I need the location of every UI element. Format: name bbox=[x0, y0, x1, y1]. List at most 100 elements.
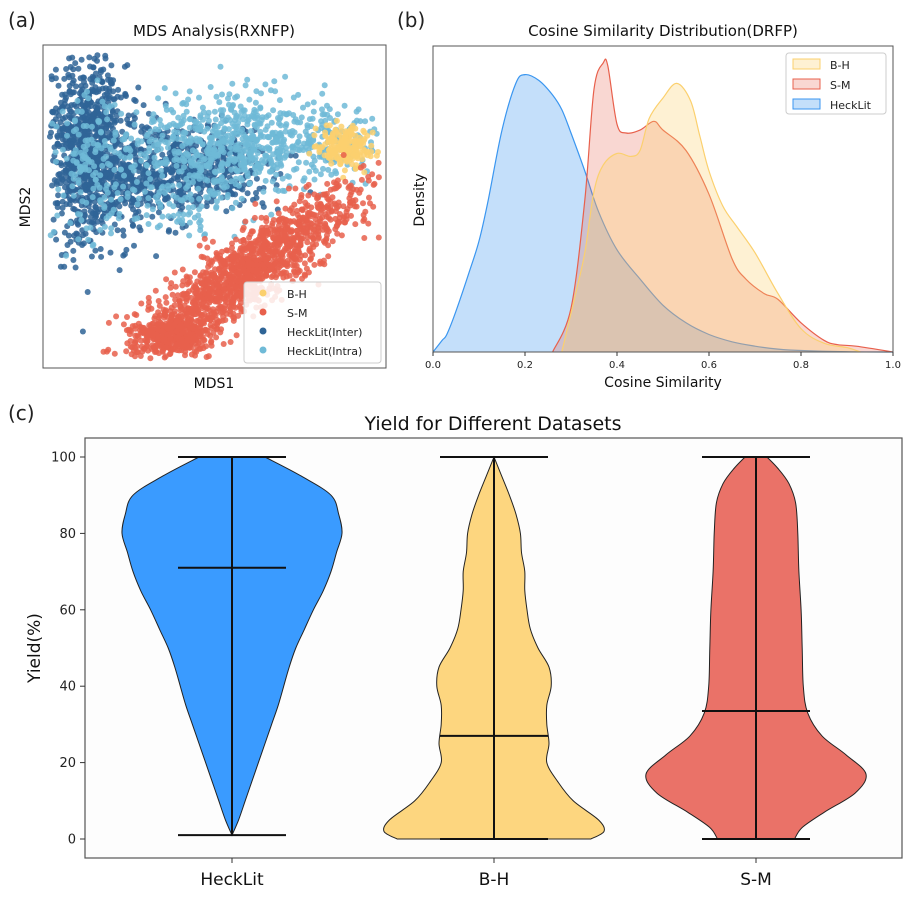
ytick-label: 20 bbox=[59, 756, 76, 771]
scatter-point bbox=[99, 162, 106, 169]
scatter-point bbox=[69, 183, 76, 190]
scatter-point bbox=[233, 292, 240, 299]
scatter-point bbox=[78, 108, 85, 115]
scatter-point bbox=[191, 214, 198, 221]
scatter-point bbox=[237, 247, 243, 254]
scatter-point bbox=[368, 142, 375, 149]
scatter-point bbox=[268, 265, 275, 272]
density-line-sm bbox=[552, 58, 894, 353]
scatter-point bbox=[229, 240, 235, 247]
scatter-point bbox=[244, 190, 251, 197]
scatter-point bbox=[301, 260, 308, 267]
scatter-point bbox=[311, 261, 318, 268]
scatter-point bbox=[245, 114, 252, 121]
scatter-point bbox=[267, 156, 274, 163]
scatter-point bbox=[229, 244, 235, 251]
scatter-point bbox=[84, 88, 90, 95]
scatter-point bbox=[260, 188, 267, 195]
scatter-point bbox=[163, 276, 170, 283]
scatter-point bbox=[105, 346, 112, 353]
scatter-point bbox=[61, 75, 68, 82]
scatter-point bbox=[168, 168, 175, 175]
scatter-point bbox=[133, 209, 140, 216]
legend-marker-intra bbox=[259, 346, 267, 354]
scatter-point bbox=[159, 183, 166, 190]
legend-label-sm: S-M bbox=[287, 307, 307, 320]
scatter-point bbox=[58, 210, 65, 217]
scatter-point bbox=[338, 232, 345, 239]
scatter-point bbox=[258, 214, 265, 221]
scatter-point bbox=[81, 208, 88, 215]
scatter-point bbox=[233, 114, 240, 121]
scatter-point bbox=[154, 326, 161, 333]
scatter-point bbox=[232, 175, 239, 182]
scatter-point bbox=[64, 242, 71, 248]
scatter-point bbox=[156, 302, 163, 309]
scatter-point bbox=[311, 143, 318, 150]
scatter-point bbox=[53, 123, 60, 130]
scatter-point bbox=[58, 175, 65, 182]
scatter-point bbox=[116, 267, 123, 274]
scatter-point bbox=[188, 159, 195, 166]
scatter-point bbox=[362, 208, 369, 215]
scatter-point bbox=[96, 184, 103, 191]
scatter-point bbox=[369, 115, 376, 122]
xtick-label: 1.0 bbox=[885, 360, 901, 371]
scatter-point bbox=[148, 305, 155, 312]
scatter-point bbox=[118, 110, 125, 117]
scatter-point bbox=[238, 195, 245, 202]
scatter-point bbox=[126, 154, 133, 161]
scatter-point bbox=[195, 330, 202, 336]
scatter-point bbox=[144, 131, 151, 138]
xtick-label-bh: B-H bbox=[479, 870, 510, 890]
scatter-point bbox=[252, 99, 259, 106]
scatter-point bbox=[203, 301, 210, 308]
scatter-point bbox=[63, 201, 70, 208]
scatter-point bbox=[91, 55, 98, 62]
scatter-point bbox=[240, 253, 247, 259]
scatter-point bbox=[185, 211, 192, 218]
scatter-point bbox=[152, 175, 158, 182]
scatter-point bbox=[276, 138, 283, 145]
scatter-point bbox=[231, 158, 238, 165]
scatter-point bbox=[198, 253, 205, 260]
scatter-point bbox=[331, 185, 338, 192]
scatter-point bbox=[269, 252, 276, 259]
legend-label-bh: B-H bbox=[287, 288, 307, 301]
scatter-point bbox=[179, 204, 186, 211]
scatter-point bbox=[94, 106, 100, 113]
scatter-point bbox=[239, 154, 246, 161]
scatter-point bbox=[333, 117, 340, 124]
scatter-point bbox=[51, 177, 58, 184]
legend-label-inter: HeckLit(Inter) bbox=[287, 326, 362, 339]
scatter-point bbox=[149, 213, 156, 220]
scatter-point bbox=[161, 336, 168, 343]
scatter-point bbox=[210, 329, 217, 336]
scatter-point bbox=[79, 114, 86, 121]
scatter-point bbox=[180, 99, 187, 106]
scatter-point bbox=[281, 221, 288, 228]
scatter-point bbox=[58, 162, 65, 169]
scatter-point bbox=[294, 212, 301, 218]
scatter-point bbox=[101, 194, 108, 201]
chart-b-ylabel: Density bbox=[412, 173, 428, 226]
scatter-point bbox=[98, 253, 105, 260]
chart-b-legend: B-H S-M HeckLit bbox=[785, 52, 887, 115]
scatter-point bbox=[170, 212, 177, 219]
scatter-point bbox=[54, 212, 61, 219]
scatter-point bbox=[165, 144, 171, 151]
scatter-point bbox=[237, 161, 244, 168]
scatter-point bbox=[360, 137, 367, 144]
scatter-point bbox=[220, 107, 227, 114]
scatter-point bbox=[112, 181, 119, 188]
scatter-point bbox=[90, 111, 97, 117]
scatter-point bbox=[140, 102, 147, 109]
scatter-point bbox=[202, 231, 208, 238]
scatter-point bbox=[164, 182, 171, 189]
scatter-point bbox=[117, 166, 124, 173]
scatter-point bbox=[262, 272, 269, 279]
scatter-point bbox=[173, 318, 180, 325]
scatter-point bbox=[262, 152, 269, 159]
scatter-point bbox=[338, 123, 345, 130]
scatter-point bbox=[180, 112, 187, 119]
